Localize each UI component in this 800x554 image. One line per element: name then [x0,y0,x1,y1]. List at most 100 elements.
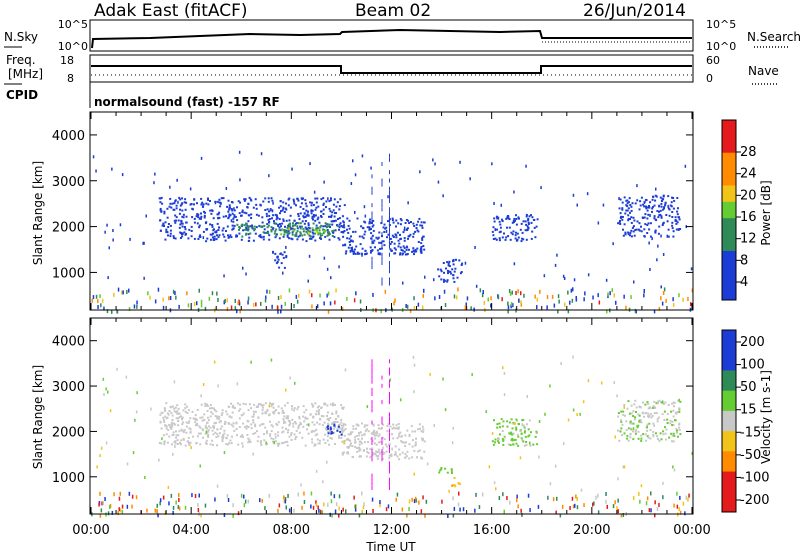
noise-cell [105,441,108,445]
echo-cell [270,228,273,231]
echo-cell [281,409,284,412]
noise-cell [99,454,101,458]
echo-cell [396,231,399,234]
echo-cell [354,230,357,233]
echo-cell [288,435,291,438]
echo-cell [263,224,266,227]
echo-cell [174,406,177,409]
clutter-cell [597,510,600,515]
echo-cell [666,422,669,424]
clutter-cell [117,511,119,516]
echo-cell [185,201,188,204]
streak-cell [381,277,383,282]
streak-cell [389,383,390,388]
echo-cell [406,253,409,255]
noise-cell [103,392,105,396]
echo-cell [329,430,331,433]
clutter-cell [200,303,203,308]
echo-cell [457,482,460,484]
echo-cell [249,232,252,235]
echo-cell [348,241,351,243]
echo-cell [182,421,185,424]
clutter-cell [95,294,98,299]
echo-cell [340,436,343,439]
echo-cell [244,426,247,429]
noise-cell [451,441,454,445]
echo-cell [634,416,636,419]
echo-cell [286,235,289,238]
echo-cell [232,404,235,407]
echo-cell [277,434,280,437]
echo-cell [370,228,372,230]
echo-cell [189,428,192,431]
echo-cell [181,209,184,212]
echo-cell [358,440,361,443]
clutter-cell [162,305,165,310]
clutter-cell [277,309,279,314]
echo-cell [331,223,334,226]
echo-cell [291,418,294,421]
echo-cell [211,233,214,236]
echo-cell [200,203,203,206]
echo-cell [627,219,630,222]
echo-cell [340,231,343,234]
echo-cell [185,431,188,434]
echo-cell [314,443,317,446]
echo-cell [632,430,634,433]
echo-cell [342,451,345,454]
clutter-cell [280,309,282,314]
echo-cell [178,412,181,415]
echo-cell [175,417,178,420]
echo-cell [642,217,645,219]
echo-cell [332,402,335,405]
echo-cell [291,405,293,408]
echo-cell [373,429,376,432]
echo-cell [162,223,165,226]
streak-cell [381,219,383,224]
echo-cell [376,432,379,435]
echo-cell [256,405,259,408]
echo-cell [326,439,329,442]
echo-cell [672,235,675,238]
noise-cell [656,258,658,262]
clutter-cell [128,491,131,496]
echo-cell [280,233,283,236]
clutter-cell [507,309,509,314]
echo-cell [177,420,180,422]
colorbar-segment [722,471,736,493]
echo-cell [361,422,363,425]
echo-cell [533,226,536,229]
noise-cell [434,162,436,166]
echo-cell [524,427,526,430]
echo-cell [418,449,421,452]
echo-cell [169,224,172,227]
streak-cell [371,363,373,368]
echo-cell [306,213,309,216]
echo-cell [501,438,504,441]
echo-cell [626,407,629,410]
echo-cell [389,425,392,428]
clutter-cell [536,297,539,302]
echo-cell [637,437,640,440]
echo-cell [204,404,207,407]
echo-cell [193,217,196,220]
echo-cell [252,421,255,424]
echo-cell [213,239,216,242]
echo-cell [218,421,221,424]
streak-cell [381,207,383,212]
echo-cell [251,415,254,418]
echo-cell [405,248,408,251]
echo-cell [629,427,632,430]
noise-cell [143,241,145,245]
clutter-cell [662,291,665,295]
echo-cell [267,200,270,203]
streak-cell [389,396,390,400]
clutter-cell [569,506,571,510]
echo-cell [499,226,502,229]
echo-cell [329,426,332,429]
echo-cell [393,252,396,255]
streak-cell [371,485,373,490]
echo-cell [655,402,658,405]
clutter-cell [172,505,175,510]
